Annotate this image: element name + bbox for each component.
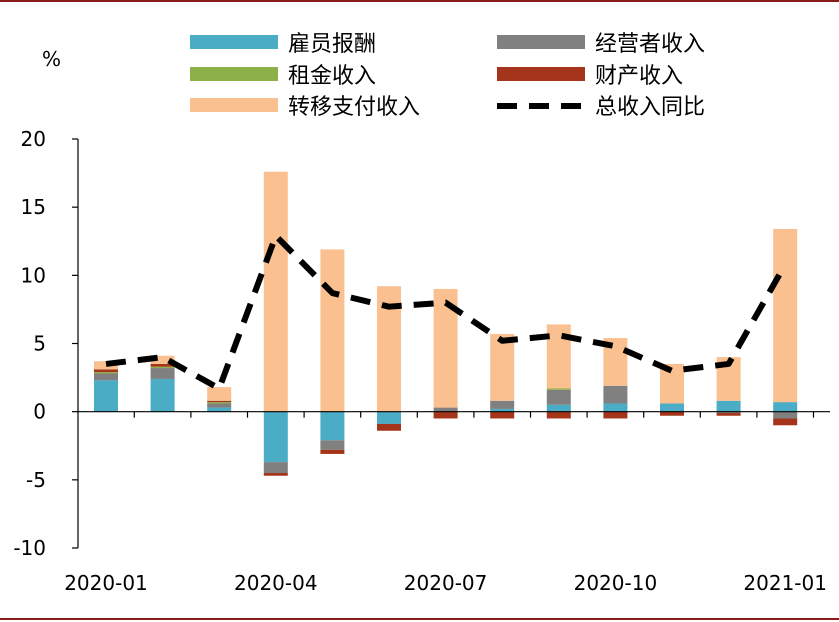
legend-label-3: 财产收入: [595, 64, 683, 89]
y-tick-label: 5: [33, 332, 46, 356]
bar-2020-06-s3: [377, 423, 401, 431]
bottom-border: [0, 618, 839, 620]
bar-2020-02-s0: [150, 378, 175, 412]
bar-2020-03-s0: [207, 407, 232, 412]
legend-label-5: 总收入同比: [595, 95, 705, 120]
y-tick-label: 20: [21, 127, 46, 151]
x-tick-label: 2020-01: [64, 571, 148, 595]
bar-2020-09-s3: [546, 411, 571, 419]
top-border: [0, 0, 839, 2]
bar-2020-08-s3: [490, 411, 515, 419]
bar-2020-03-s1: [207, 403, 232, 408]
bar-2020-05-s3: [320, 449, 345, 454]
y-axis-unit: %: [42, 47, 61, 71]
bar-2020-02-s2: [150, 366, 175, 369]
legend-swatch-0: [190, 35, 278, 49]
bar-2020-03-s2: [207, 402, 232, 404]
bar-2020-01-s0: [94, 380, 118, 412]
bar-2020-09-s0: [546, 404, 571, 412]
bar-2020-04-s3: [263, 473, 288, 476]
bar-2020-12-s3: [716, 413, 741, 416]
legend-swatch-1: [497, 35, 585, 49]
bar-2021-01-s0: [773, 402, 798, 412]
x-tick-label: 2021-01: [743, 571, 827, 595]
x-tick-label: 2020-10: [574, 571, 658, 595]
bar-2020-03-s3: [207, 400, 232, 403]
legend-label-4: 转移支付收入: [288, 95, 420, 120]
bar-2020-07-s3: [433, 411, 458, 419]
legend-swatch-2: [190, 67, 278, 81]
legend-label-1: 经营者收入: [595, 32, 705, 57]
legend-swatch-3: [497, 67, 585, 81]
y-tick-label: -10: [13, 536, 46, 560]
bar-2020-04-s1: [263, 462, 288, 474]
bar-2021-01-s3: [773, 418, 798, 426]
y-tick-label: 15: [21, 195, 46, 219]
legend-swatch-4: [190, 98, 278, 112]
bar-2020-06-s0: [377, 411, 401, 424]
bar-2020-04-s0: [263, 411, 288, 463]
bar-2020-11-s3: [660, 411, 684, 416]
bar-2020-01-s2: [94, 372, 118, 374]
bar-2020-08-s1: [490, 400, 515, 409]
bar-2020-10-s1: [603, 385, 628, 404]
bar-2020-11-s0: [660, 403, 684, 412]
y-tick-label: 10: [21, 263, 46, 287]
bar-2020-09-s1: [546, 389, 571, 405]
bar-2020-10-s3: [603, 411, 628, 419]
line-total-income-yoy: [105, 232, 788, 392]
line-series: [105, 232, 788, 392]
bar-2020-09-s2: [546, 388, 571, 390]
legend-label-2: 租金收入: [288, 64, 376, 89]
bar-2020-08-s0: [490, 408, 515, 412]
bar-2020-10-s0: [603, 403, 628, 412]
bar-2020-02-s4: [150, 355, 175, 364]
bar-2020-08-s4: [490, 333, 515, 401]
y-tick-label: -5: [26, 468, 46, 492]
bar-2020-05-s0: [320, 411, 345, 441]
bar-2020-01-s4: [94, 361, 118, 370]
bar-2020-03-s4: [207, 387, 232, 401]
bars: [94, 171, 798, 476]
bar-2020-07-s1: [433, 407, 458, 412]
axes: 20 15 10 5 0 -5 -10 2020-01 2020-04 2020-07 2020-1…: [13, 127, 830, 595]
bar-2020-05-s1: [320, 440, 345, 450]
x-tick-label: 2020-07: [404, 571, 488, 595]
bar-2020-12-s0: [716, 400, 741, 412]
bar-2021-01-s1: [773, 411, 798, 419]
bar-2020-04-s4: [263, 171, 288, 412]
x-tick-label: 2020-04: [234, 571, 318, 595]
bar-2020-01-s1: [94, 373, 118, 381]
bar-2020-02-s1: [150, 368, 175, 379]
bar-2020-12-s1: [716, 411, 741, 414]
y-tick-label: 0: [33, 400, 46, 424]
bar-2020-02-s3: [150, 363, 175, 367]
bar-2020-05-s4: [320, 249, 345, 412]
bar-2021-01-s4: [773, 228, 798, 403]
bar-2020-01-s3: [94, 369, 118, 373]
legend-label-0: 雇员报酬: [288, 32, 376, 57]
